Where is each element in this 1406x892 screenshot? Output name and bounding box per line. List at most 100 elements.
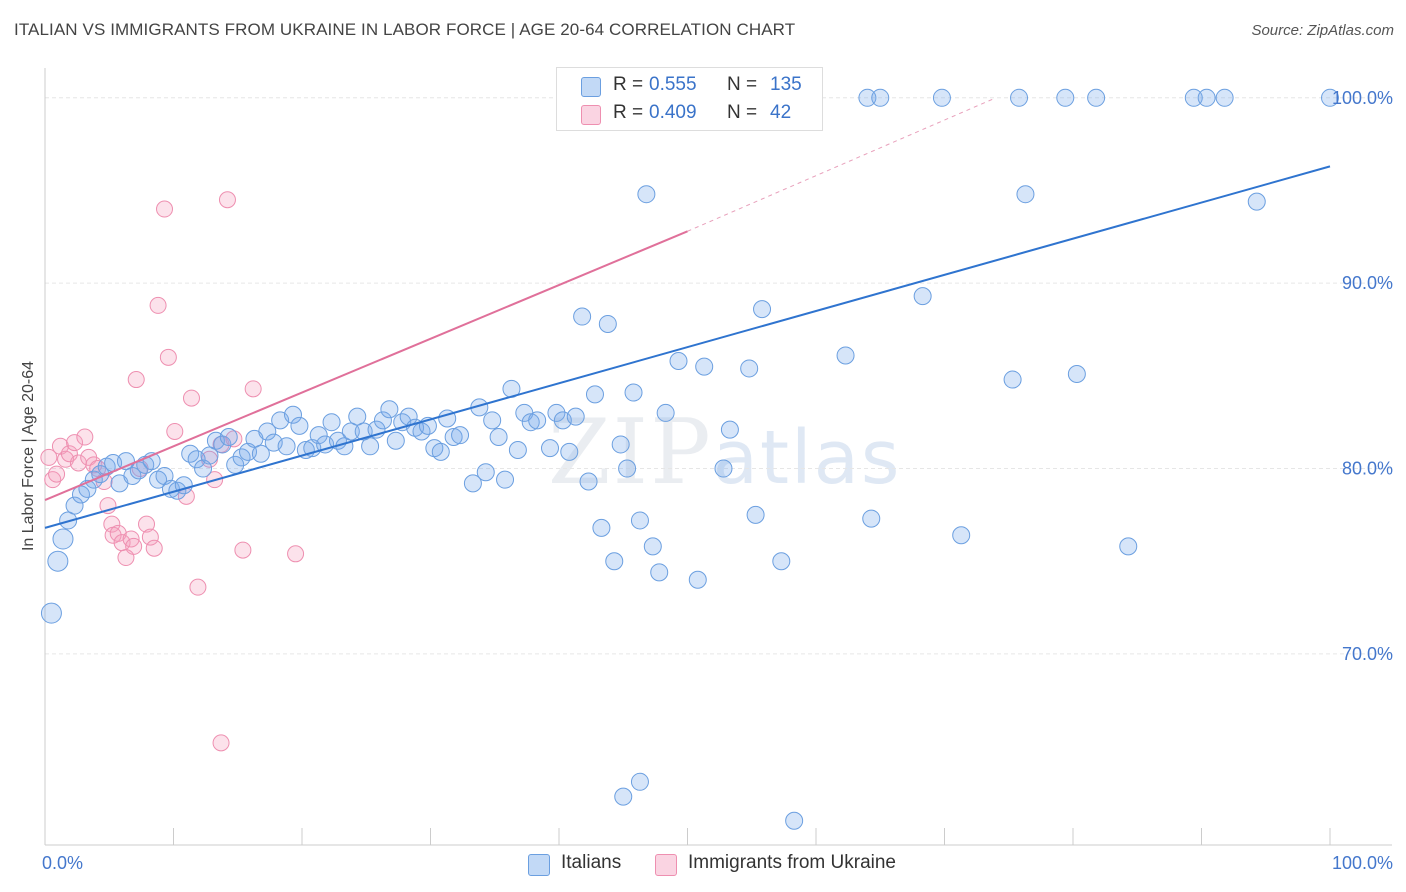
italians-point	[521, 413, 540, 432]
legend-r-value: 0.555	[649, 74, 697, 95]
y-tick-label: 90.0%	[1342, 273, 1393, 293]
grid-lines	[45, 97, 1392, 655]
italians-point	[1215, 88, 1234, 107]
ukraine-swatch	[655, 854, 677, 876]
ukraine-trend-line	[44, 230, 688, 501]
x-tick-label: 0.0%	[42, 853, 83, 873]
ukraine-point	[138, 515, 156, 533]
italians-point	[952, 526, 971, 545]
italians-point	[219, 428, 238, 447]
italians-point	[309, 426, 328, 445]
italians-point	[528, 411, 547, 430]
ukraine-point	[141, 528, 159, 546]
italians-point	[740, 359, 759, 378]
italians-point	[496, 470, 515, 489]
italians-swatch	[528, 854, 550, 876]
italians-point	[720, 420, 739, 439]
italians-point	[380, 400, 399, 419]
italians-point	[1003, 370, 1022, 389]
ukraine-point	[149, 296, 167, 314]
italians-point	[386, 431, 405, 450]
italians-point	[573, 307, 592, 326]
legend-n-value: 42	[770, 102, 792, 123]
italians-point	[650, 563, 669, 582]
italians-point	[1321, 88, 1339, 107]
italians-point	[560, 442, 579, 461]
ukraine-point	[182, 389, 200, 407]
ukraine-point	[218, 191, 236, 209]
ukraine-point	[48, 465, 66, 483]
italians-point	[284, 405, 303, 424]
italians-point	[1119, 537, 1138, 556]
italians-point	[547, 403, 566, 422]
italians-point	[508, 441, 527, 459]
italians-point	[1016, 185, 1035, 204]
source-label: Source: ZipAtlas.com	[1251, 22, 1394, 39]
italians-point	[695, 357, 714, 376]
italians-point	[483, 411, 502, 430]
italians-point	[47, 550, 69, 572]
italians-point	[489, 428, 508, 447]
italians-point	[348, 407, 367, 426]
italians-point	[746, 505, 765, 524]
italians-legend-label: Italians	[561, 852, 622, 873]
italians-point	[579, 472, 598, 491]
legend-r-label: R =	[613, 74, 644, 95]
italians-point	[753, 300, 772, 319]
italians-point	[611, 435, 630, 454]
italians-point	[258, 422, 277, 441]
italians-point	[614, 787, 633, 806]
ukraine-point	[60, 445, 78, 463]
trend-lines	[44, 97, 1331, 529]
italians-point	[444, 428, 463, 447]
legend-ukraine-swatch	[581, 105, 601, 125]
legend-row-ukraine: R = 0.409 N = 42	[557, 100, 822, 128]
italians-point	[52, 528, 74, 550]
italians-point	[361, 437, 380, 456]
italians-point	[913, 287, 932, 306]
italians-point	[1087, 88, 1106, 107]
italians-point	[637, 185, 656, 204]
y-axis-label: In Labor Force | Age 20-64	[20, 361, 37, 551]
italians-point	[669, 352, 688, 371]
italians-point	[871, 88, 890, 107]
ukraine-legend-label: Immigrants from Ukraine	[688, 852, 896, 873]
italians-point	[624, 383, 643, 402]
italians-point	[251, 444, 270, 463]
italians-point	[1010, 88, 1029, 107]
ukraine-point	[244, 380, 262, 398]
italians-point	[431, 442, 450, 461]
italians-point	[373, 411, 392, 430]
italians-point	[858, 88, 877, 107]
italians-point	[541, 439, 560, 458]
italians-point	[322, 413, 341, 432]
ukraine-point	[109, 524, 127, 542]
italians-point	[598, 314, 617, 333]
italians-point	[630, 772, 649, 791]
ukraine-trend-extension	[687, 97, 997, 232]
watermark-zip: ZIP	[548, 400, 713, 505]
legend-row-italians: R = 0.555 N = 135	[557, 72, 822, 100]
ukraine-point	[212, 734, 230, 752]
legend: R = 0.555 N = 135 R = 0.409 N = 42	[556, 67, 823, 131]
chart-title: ITALIAN VS IMMIGRANTS FROM UKRAINE IN LA…	[14, 20, 796, 39]
italians-point	[290, 416, 309, 435]
italians-point	[932, 88, 951, 107]
italians-point	[643, 537, 662, 556]
italians-point	[630, 511, 649, 530]
y-tick-label: 100.0%	[1332, 88, 1393, 108]
italians-point	[605, 552, 624, 571]
italians-point	[566, 407, 585, 426]
italians-point	[714, 459, 733, 478]
italians-point	[213, 435, 232, 454]
italians-point	[476, 463, 495, 482]
watermark: ZIPatlas	[548, 400, 901, 505]
axes	[44, 68, 1392, 846]
tick-labels: 70.0% 80.0% 90.0% 100.0% 0.0% 100.0%	[42, 88, 1393, 873]
italians-point	[592, 518, 611, 537]
italians-point	[1247, 192, 1266, 211]
legend-n-label: N =	[727, 102, 758, 123]
y-tick-label: 80.0%	[1342, 459, 1393, 479]
italians-points	[40, 88, 1339, 830]
